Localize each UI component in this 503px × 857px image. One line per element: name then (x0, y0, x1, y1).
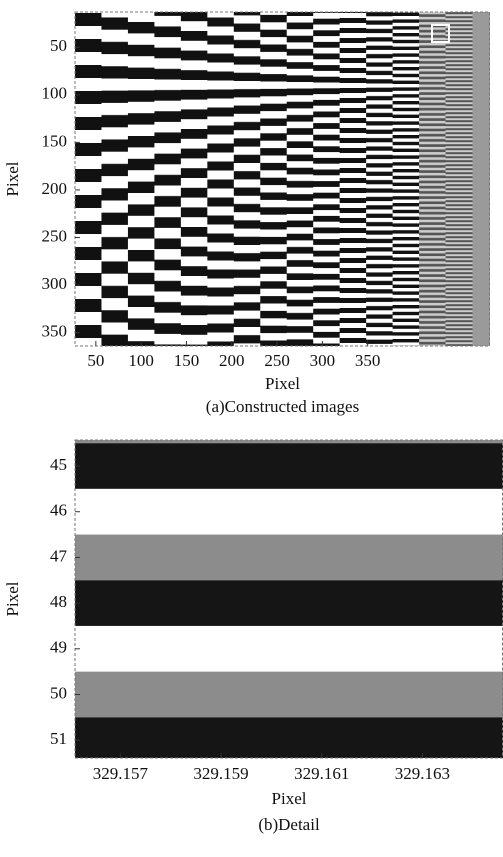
y-tick-label: 47 (50, 546, 68, 565)
image-column (366, 12, 393, 346)
y-tick-label: 45 (50, 455, 67, 474)
pixel-row (75, 535, 503, 581)
x-tick-label: 150 (174, 351, 200, 370)
image-column (207, 12, 234, 346)
caption: (b)Detail (258, 815, 320, 834)
pixel-row (75, 440, 503, 443)
x-tick-label: 329.159 (193, 764, 248, 783)
image-column (393, 12, 420, 346)
pixel-row (75, 672, 503, 718)
y-tick-label: 300 (42, 274, 68, 293)
image-column (419, 12, 446, 346)
y-tick-label: 51 (50, 729, 67, 748)
caption: (a)Constructed images (206, 397, 359, 416)
x-axis-label: Pixel (265, 374, 300, 393)
x-tick-label: 300 (310, 351, 336, 370)
x-tick-label: 350 (355, 351, 381, 370)
image-column (128, 12, 155, 346)
pixel-row (75, 443, 503, 489)
image-column (154, 12, 181, 346)
y-tick-label: 48 (50, 592, 67, 611)
pixel-row (75, 626, 503, 672)
y-axis-label: Pixel (3, 581, 22, 616)
y-tick-label: 50 (50, 683, 67, 702)
y-tick-label: 150 (42, 131, 68, 150)
x-axis-label: Pixel (272, 789, 307, 808)
x-tick-label: 250 (264, 351, 290, 370)
image-column (287, 12, 314, 346)
pixel-row (75, 717, 503, 758)
y-tick-label: 200 (42, 179, 68, 198)
x-tick-label: 329.161 (294, 764, 349, 783)
image-column (181, 12, 208, 346)
pixel-row (75, 580, 503, 626)
image-column (313, 12, 340, 346)
x-tick-label: 100 (128, 351, 154, 370)
figure: 50 100 150 200 250 300 350 50 100 150 200 250 300 350… (0, 0, 503, 857)
y-axis-label: Pixel (3, 161, 22, 196)
y-tick-label: 350 (42, 322, 68, 341)
image-column (75, 12, 102, 346)
pixel-row (75, 489, 503, 535)
image-column (446, 12, 473, 346)
y-tick-label: 100 (42, 84, 68, 103)
x-tick-label: 329.157 (93, 764, 149, 783)
y-tick-label: 46 (50, 501, 67, 520)
image-column (260, 12, 287, 346)
y-tick-label: 250 (42, 226, 68, 245)
image-column (340, 12, 367, 346)
x-tick-label: 50 (87, 351, 104, 370)
x-tick-label: 200 (219, 351, 245, 370)
y-tick-label: 49 (50, 638, 67, 657)
y-tick-label: 50 (50, 36, 67, 55)
image-column (234, 12, 261, 346)
x-tick-label: 329.163 (395, 764, 450, 783)
image-column (101, 12, 128, 346)
